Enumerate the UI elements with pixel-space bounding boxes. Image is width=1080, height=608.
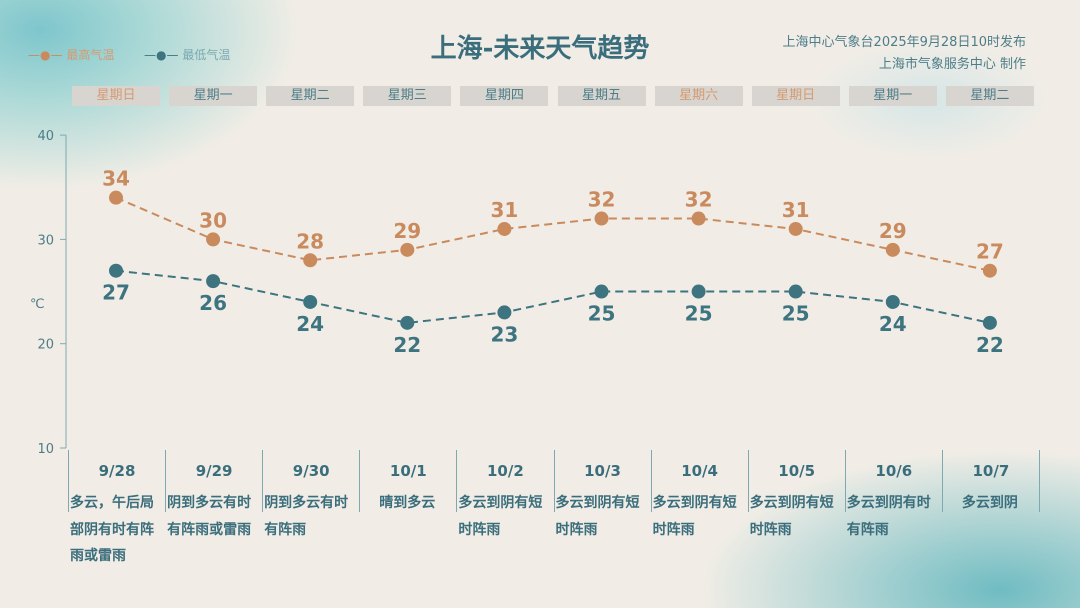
producer-text: 上海市气象服务中心 制作 xyxy=(878,57,1026,72)
date-label: 10/7 xyxy=(972,462,1010,480)
y-tick-label: 40 xyxy=(37,129,54,144)
y-tick-label: 10 xyxy=(37,442,54,457)
day-column: 9/30 xyxy=(262,450,359,512)
day-column: 10/2 xyxy=(456,450,553,512)
day-column: 10/5 xyxy=(747,450,845,512)
data-label: 26 xyxy=(199,291,227,315)
weekday-label: 星期二 xyxy=(945,86,1034,106)
data-point xyxy=(109,190,123,205)
data-label: 32 xyxy=(685,188,713,212)
legend-low: —●— 最低气温 xyxy=(144,48,231,62)
y-axis-label: ℃ xyxy=(30,297,45,312)
weekday-label: 星期日 xyxy=(751,86,840,106)
date-label: 10/2 xyxy=(486,462,524,480)
date-label: 10/6 xyxy=(875,462,913,480)
weather-description: 多云，午后局部阴有时有阵雨或雷雨 xyxy=(70,495,154,564)
data-label: 29 xyxy=(393,219,421,243)
data-point xyxy=(788,284,803,299)
legend-high-label: 最高气温 xyxy=(66,48,115,62)
data-label: 27 xyxy=(976,240,1004,264)
weekday-label: 星期日 xyxy=(72,86,160,106)
data-label: 25 xyxy=(685,302,713,326)
day-column: 10/6 xyxy=(844,450,942,512)
weekday-label: 星期六 xyxy=(654,86,743,106)
data-point xyxy=(691,211,706,226)
data-point xyxy=(497,305,512,320)
data-label: 25 xyxy=(782,302,810,326)
legend-low-label: 最低气温 xyxy=(182,48,231,62)
data-label: 30 xyxy=(199,208,227,232)
weather-description: 多云到阴 xyxy=(961,495,1018,511)
day-column: 9/29 xyxy=(165,450,262,512)
day-column: 10/4 xyxy=(650,450,748,512)
day-column: 10/3 xyxy=(553,450,651,512)
data-point xyxy=(982,263,997,278)
weather-description: 多云到阴有短时阵雨 xyxy=(458,495,543,538)
data-label: 24 xyxy=(296,312,324,336)
data-point xyxy=(691,284,706,299)
data-point xyxy=(303,294,318,309)
date-label: 10/4 xyxy=(681,462,718,480)
day-column: 10/7 xyxy=(941,450,1039,512)
data-point xyxy=(885,294,900,309)
series-line-low xyxy=(115,269,991,324)
data-label: 28 xyxy=(296,229,324,253)
data-label: 34 xyxy=(102,167,130,191)
page-title: 上海-未来天气趋势 xyxy=(430,34,650,64)
date-label: 10/5 xyxy=(778,462,816,480)
y-tick-label: 30 xyxy=(37,233,54,248)
weather-description: 多云到阴有短时阵雨 xyxy=(652,495,737,538)
weekday-label: 星期四 xyxy=(460,86,549,106)
legend-high: —●— 最高气温 xyxy=(28,48,115,62)
y-tick-label: 20 xyxy=(37,338,54,353)
data-point xyxy=(400,242,415,257)
date-label: 10/3 xyxy=(584,462,621,480)
weekday-label: 星期五 xyxy=(557,86,646,106)
data-point xyxy=(206,274,221,289)
date-label: 9/29 xyxy=(195,462,233,480)
data-point xyxy=(982,315,997,330)
data-label: 22 xyxy=(393,333,421,357)
data-point xyxy=(303,253,318,268)
weather-description: 阴到多云有时有阵雨 xyxy=(264,495,349,538)
data-point xyxy=(206,232,221,247)
day-column: 10/1 xyxy=(359,450,456,512)
date-label: 9/28 xyxy=(98,462,136,480)
data-label: 25 xyxy=(588,302,616,326)
data-label: 27 xyxy=(102,281,130,305)
column-divider xyxy=(1039,450,1040,512)
weekday-label: 星期一 xyxy=(169,86,258,106)
day-column: 9/28 xyxy=(68,450,165,512)
data-point xyxy=(885,242,900,257)
data-label: 23 xyxy=(490,322,518,346)
weather-description: 晴到多云 xyxy=(379,495,436,511)
weekday-label: 星期二 xyxy=(266,86,355,106)
weather-description: 阴到多云有时有阵雨或雷雨 xyxy=(167,495,252,538)
data-point xyxy=(594,211,609,226)
weekday-label: 星期三 xyxy=(363,86,452,106)
data-label: 22 xyxy=(976,333,1004,357)
weather-description: 多云到阴有短时阵雨 xyxy=(749,495,834,538)
weather-description: 多云到阴有短时阵雨 xyxy=(555,495,640,538)
weekday-label: 星期一 xyxy=(848,86,937,106)
data-label: 31 xyxy=(782,198,810,222)
data-point xyxy=(594,284,609,299)
data-point xyxy=(400,315,415,330)
data-point xyxy=(497,221,512,236)
data-label: 24 xyxy=(879,312,907,336)
data-label: 29 xyxy=(879,219,907,243)
issued-text: 上海中心气象台2025年9月28日10时发布 xyxy=(782,35,1026,50)
date-label: 10/1 xyxy=(389,462,427,480)
data-point xyxy=(788,221,803,236)
series-line-high xyxy=(115,196,991,272)
data-label: 32 xyxy=(588,188,616,212)
data-point xyxy=(109,263,123,278)
weather-description: 多云到阴有时有阵雨 xyxy=(846,495,931,538)
data-label: 31 xyxy=(490,198,518,222)
date-label: 9/30 xyxy=(292,462,330,480)
